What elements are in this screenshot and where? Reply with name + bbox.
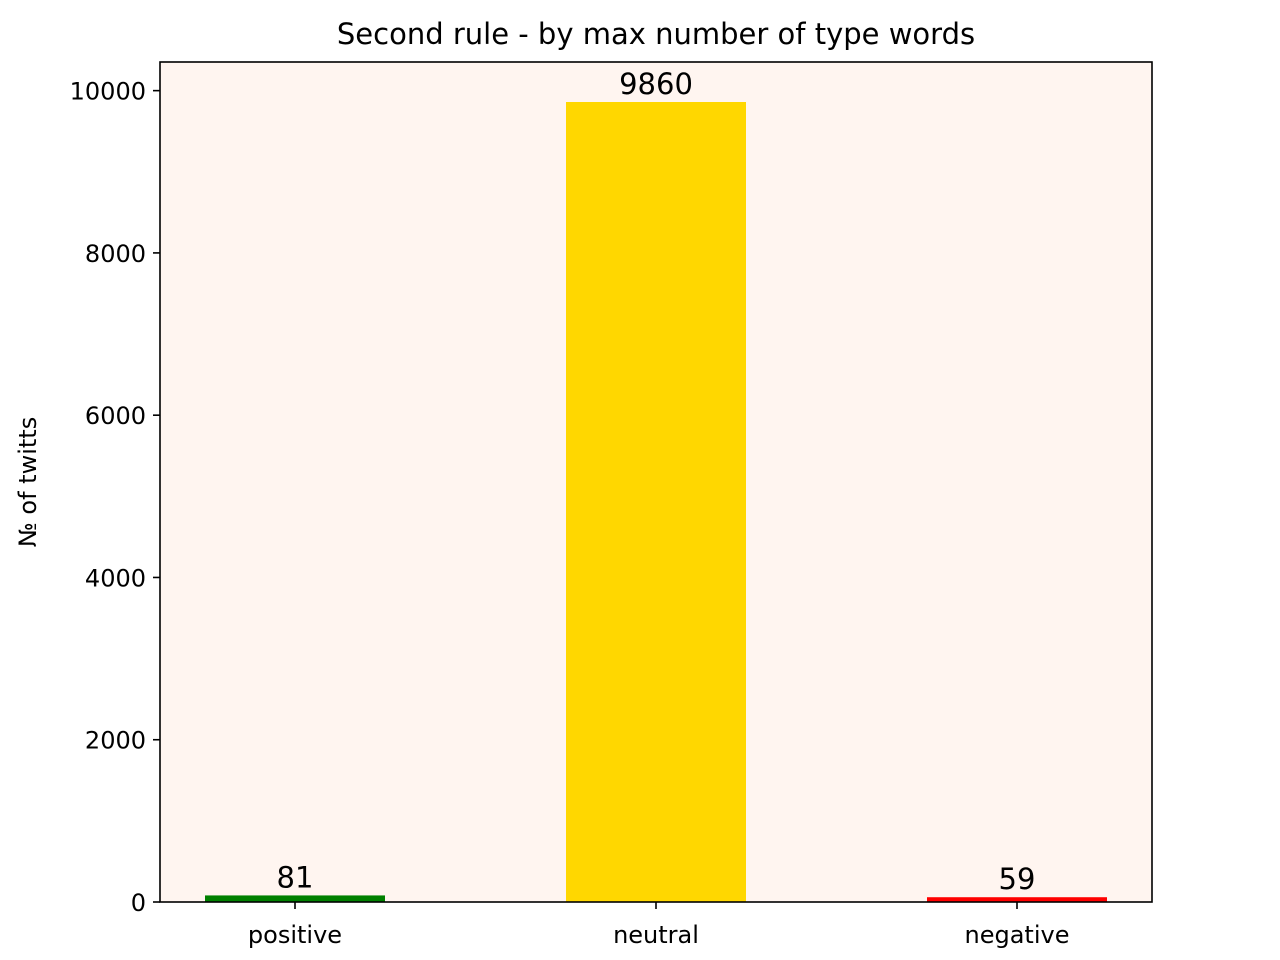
- y-tick-label-4000: 4000: [85, 564, 146, 592]
- y-tick-label-10000: 10000: [70, 78, 146, 106]
- y-axis-label: № of twitts: [14, 417, 42, 547]
- bar-positive: [205, 895, 385, 902]
- bar-negative: [927, 897, 1107, 902]
- data-label-neutral: 9860: [619, 67, 693, 101]
- y-axis: 0 2000 4000 6000 8000 10000: [70, 78, 160, 917]
- x-tick-label-positive: positive: [248, 921, 342, 949]
- chart-title: Second rule - by max number of type word…: [337, 17, 975, 51]
- data-label-group: 81 9860 59: [277, 67, 1036, 896]
- x-tick-label-neutral: neutral: [613, 921, 699, 949]
- y-tick-label-6000: 6000: [85, 402, 146, 430]
- y-tick-label-8000: 8000: [85, 240, 146, 268]
- data-label-negative: 59: [999, 862, 1036, 896]
- x-axis: positive neutral negative: [248, 902, 1070, 949]
- y-tick-label-0: 0: [131, 889, 146, 917]
- data-label-positive: 81: [277, 860, 314, 894]
- bar-group: [205, 102, 1107, 902]
- y-tick-label-2000: 2000: [85, 727, 146, 755]
- bar-neutral: [566, 102, 746, 902]
- x-tick-label-negative: negative: [965, 921, 1070, 949]
